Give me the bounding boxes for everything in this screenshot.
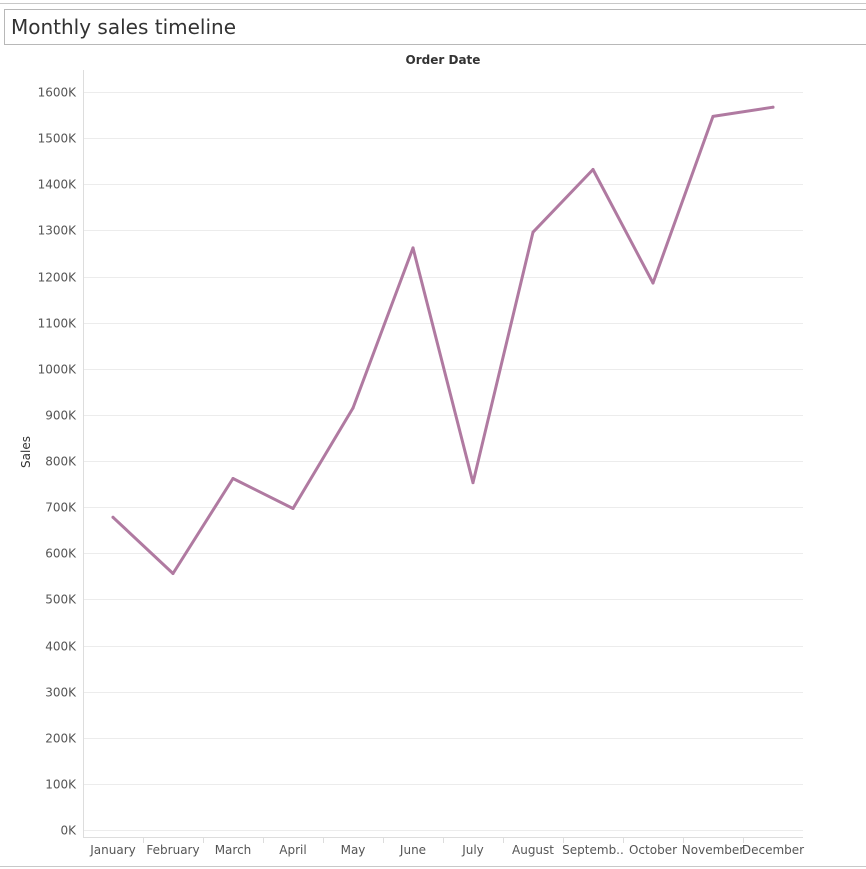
x-tick-label: August — [512, 843, 554, 857]
y-tick-label: 500K — [45, 593, 77, 607]
y-tick-label: 200K — [45, 732, 77, 746]
x-tick-label: December — [742, 843, 804, 857]
x-tick-labels: January February March April May June July Augu… — [89, 843, 804, 857]
y-tick-label: 1200K — [38, 271, 78, 285]
data-point[interactable] — [771, 105, 775, 109]
data-point[interactable] — [591, 167, 595, 171]
data-point[interactable] — [231, 477, 235, 481]
x-tick-label: Septemb.. — [562, 843, 624, 857]
y-tick-label: 0K — [60, 824, 77, 838]
data-point[interactable] — [171, 572, 175, 576]
data-point[interactable] — [471, 481, 475, 485]
column-header: Order Date — [405, 53, 481, 67]
y-tick-label: 1600K — [38, 86, 78, 100]
chart-title: Monthly sales timeline — [11, 15, 237, 39]
x-tick-label: June — [399, 843, 426, 857]
top-border — [0, 3, 866, 4]
series-line[interactable] — [111, 105, 775, 575]
y-tick-label: 1000K — [38, 363, 78, 377]
x-tick-label: March — [215, 843, 252, 857]
grid-layer — [83, 92, 803, 831]
y-tick-label: 900K — [45, 409, 77, 423]
series-layer — [111, 105, 775, 576]
x-tick-label: February — [146, 843, 199, 857]
y-tick-label: 700K — [45, 501, 77, 515]
data-point[interactable] — [351, 406, 355, 410]
y-tick-labels: 0K 100K 200K 300K 400K 500K 600K 700K 800K 900K 10… — [38, 86, 78, 838]
data-point[interactable] — [651, 281, 655, 285]
x-tick-label: May — [341, 843, 366, 857]
y-tick-label: 400K — [45, 640, 77, 654]
x-tick-label: July — [461, 843, 484, 857]
y-tick-label: 600K — [45, 547, 77, 561]
x-tick-label: January — [89, 843, 136, 857]
data-point[interactable] — [711, 114, 715, 118]
y-tick-label: 1500K — [38, 132, 78, 146]
bottom-border — [0, 866, 866, 867]
y-tick-label: 1100K — [38, 317, 78, 331]
axis-layer — [83, 70, 803, 843]
y-tick-label: 1400K — [38, 178, 78, 192]
x-tick-label: October — [629, 843, 677, 857]
x-tick-label: November — [682, 843, 744, 857]
y-tick-label: 800K — [45, 455, 77, 469]
x-tick-label: April — [279, 843, 306, 857]
data-point[interactable] — [291, 507, 295, 511]
y-tick-label: 100K — [45, 778, 77, 792]
title-box: Monthly sales timeline — [4, 9, 866, 45]
data-point[interactable] — [411, 246, 415, 250]
y-tick-label: 1300K — [38, 224, 78, 238]
y-tick-label: 300K — [45, 686, 77, 700]
data-point[interactable] — [111, 515, 115, 519]
data-point[interactable] — [531, 230, 535, 234]
